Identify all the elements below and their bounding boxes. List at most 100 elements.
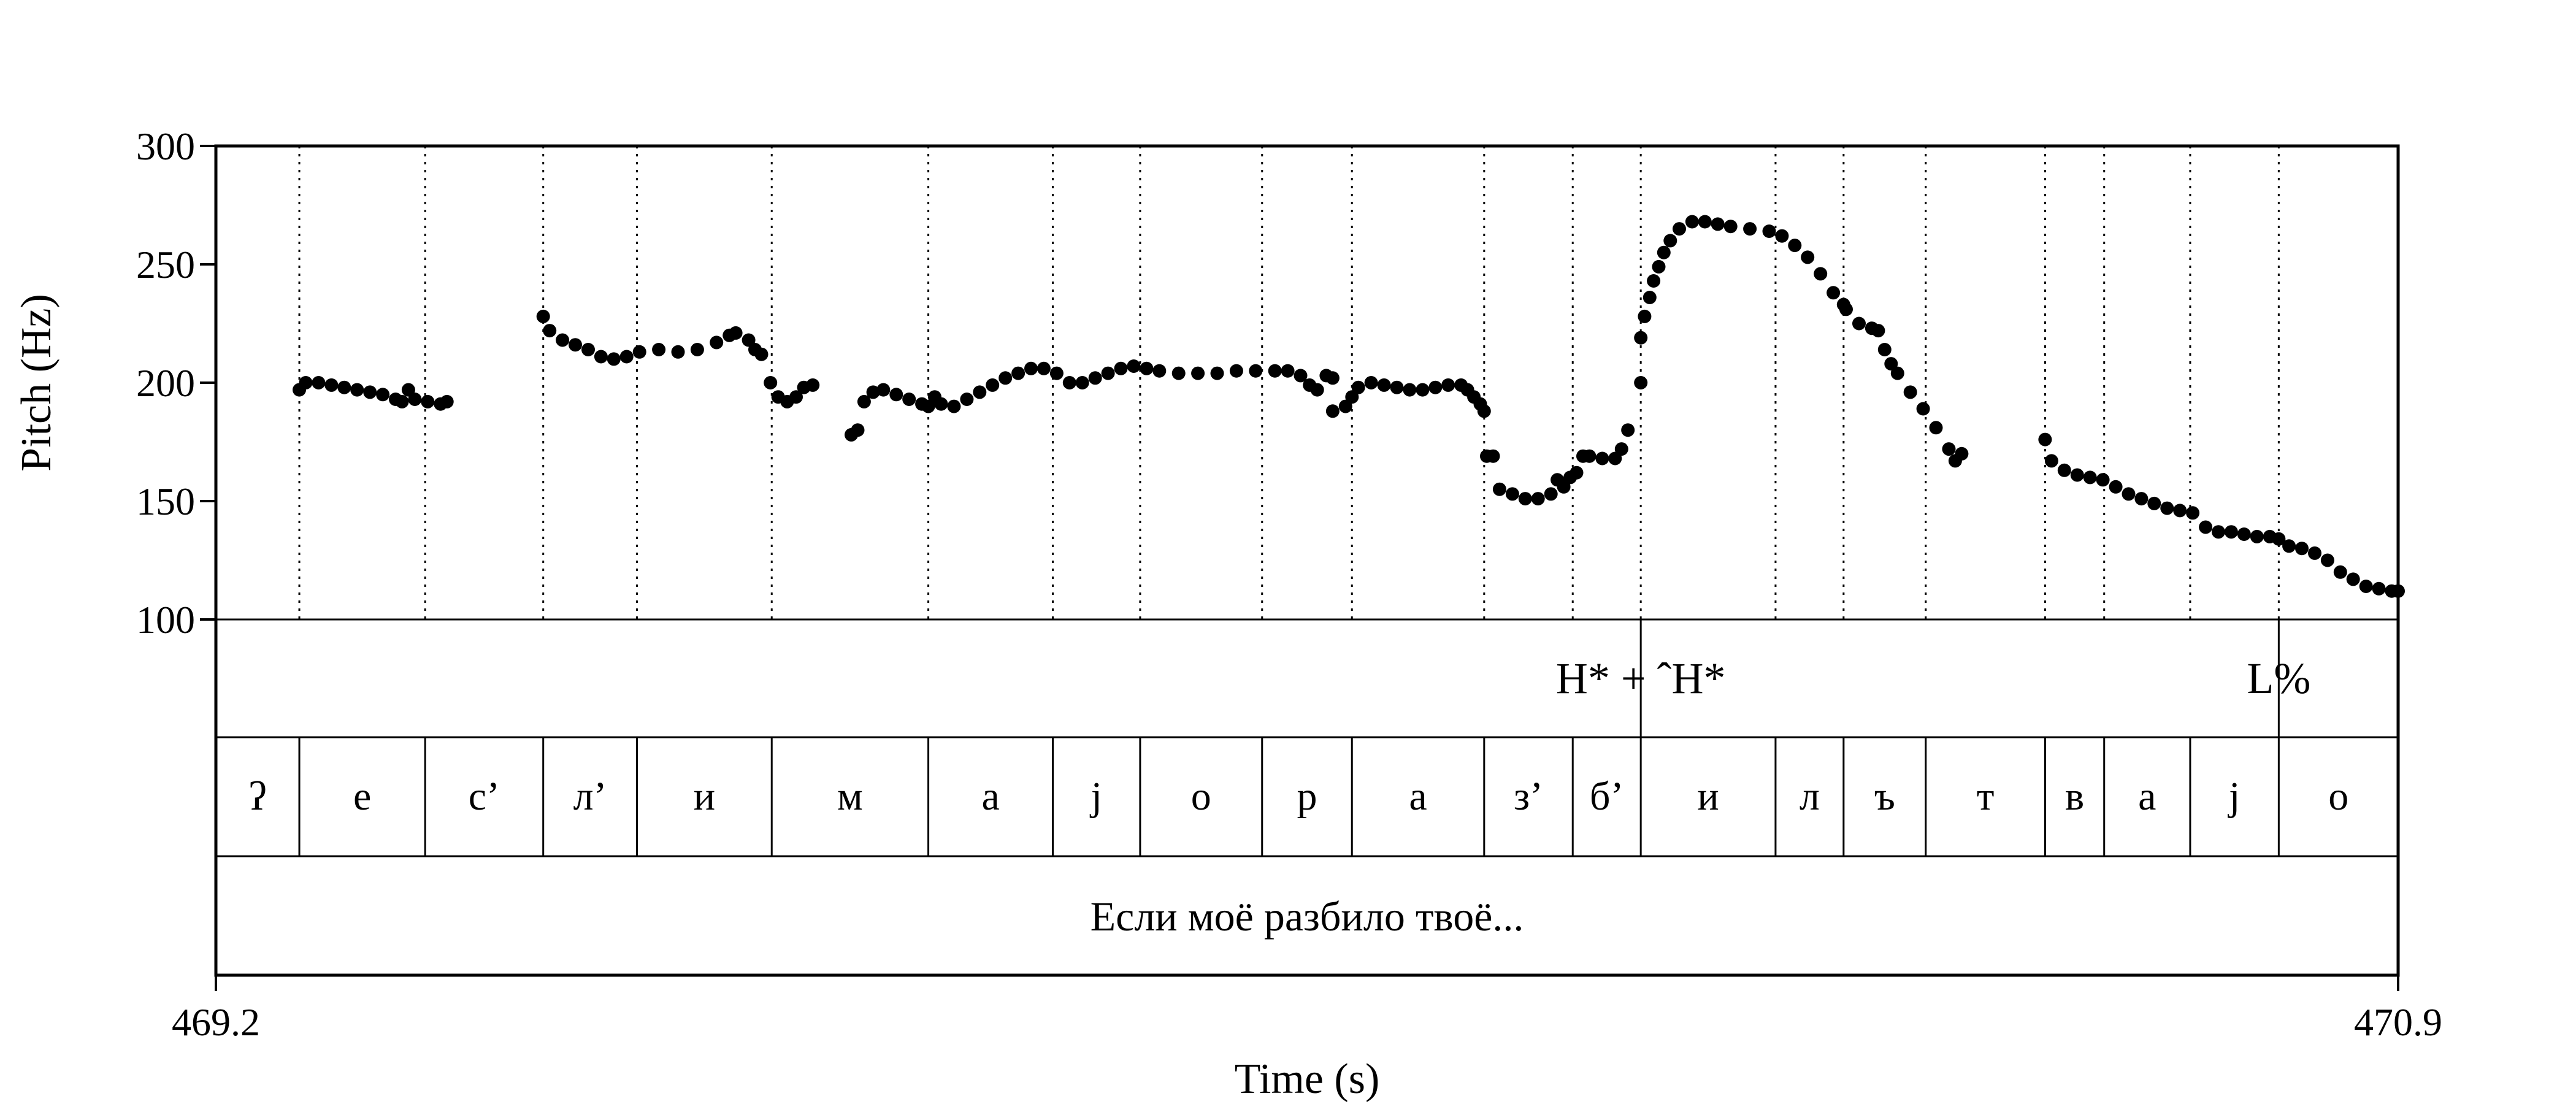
pitch-point [421,394,435,408]
pitch-point [543,324,557,338]
pitch-point [2308,546,2321,560]
pitch-point [363,385,377,399]
y-tick-label: 250 [136,243,195,286]
pitch-point [1570,466,1584,480]
pitch-point [857,394,871,408]
pitch-point [1852,316,1866,331]
pitch-point [2070,468,2084,482]
segment-label: з’ [1514,774,1543,819]
pitch-point [1884,357,1898,371]
segment-label: л [1800,774,1820,819]
pitch-point [1477,404,1491,418]
segment-label: а [2138,774,2156,819]
segment-tier: ʔ е с’ л’ и м а j о р а з’ б’ и л ъ т в а j о [248,774,2348,819]
pitch-point [652,343,666,356]
pitch-point [2272,532,2286,546]
y-axis-title: Pitch (Hz) [13,294,60,472]
pitch-point [1595,451,1609,466]
pitch-point [1711,217,1725,231]
pitch-points [293,215,2405,598]
pitch-point [2346,572,2360,586]
pitch-point [2109,480,2123,494]
x-axis-title: Time (s) [1235,1056,1380,1103]
pitch-point [1011,366,1025,380]
pitch-point [1788,239,1802,253]
pitch-point [1268,364,1282,378]
pitch-point [350,383,364,397]
pitch-point [1723,220,1738,234]
tone-label: H* + ˆH* [1556,654,1726,703]
segment-boundaries [298,619,2280,856]
sentence-text: Если моё разбило твоё... [1091,893,1524,940]
pitch-point [1210,366,1224,380]
pitch-point [851,423,865,437]
segment-label: р [1297,774,1317,819]
pitch-point [2173,504,2187,518]
pitch-point [1101,366,1115,380]
pitch-point [1638,309,1652,323]
pitch-point [1229,364,1243,378]
pitch-point [1416,383,1430,397]
pitch-point [401,383,415,397]
pitch-point [764,376,778,389]
pitch-point [1657,245,1671,259]
pitch-point [1621,423,1635,437]
pitch-point [754,347,769,361]
pitch-point [440,394,454,408]
pitch-point [1827,286,1841,300]
pitch-point [1088,371,1102,385]
plot-border [214,144,2400,977]
pitch-point [1801,250,1815,264]
pitch-point [1814,267,1828,281]
pitch-point [1647,274,1661,288]
pitch-point [2160,501,2174,515]
plot-frame [214,144,2400,977]
segment-label: л’ [573,774,607,819]
pitch-point [1403,383,1417,397]
segment-label: с’ [469,774,500,819]
pitch-point [789,390,803,404]
pitch-point [1345,390,1359,404]
pitch-point [1325,371,1340,385]
pitch-point [742,333,756,347]
y-tick-label: 150 [136,480,195,523]
segment-label: а [1409,774,1427,819]
pitch-point [1505,487,1519,501]
pitch-point [2320,553,2334,567]
pitch-point [671,345,685,359]
pitch-point [866,385,880,399]
pitch-point [299,376,313,389]
pitch-point [556,333,570,347]
pitch-point [632,345,646,359]
pitch-point [1127,359,1141,373]
pitch-point [619,350,634,364]
pitch-point [902,393,916,406]
pitch-point [2199,520,2213,534]
pitch-point [1171,366,1186,380]
tier-dividers [216,618,2398,857]
pitch-point [1049,366,1064,380]
pitch-point [536,309,550,323]
pitch-point [1608,451,1622,466]
pitch-point [2083,470,2097,485]
y-tick-label: 300 [136,125,195,168]
pitch-point [1685,215,1699,229]
segment-boundary-grid [298,146,2280,619]
pitch-point [569,338,582,352]
pitch-point [934,397,948,411]
sentence-tier: Если моё разбило твоё... [1091,893,1524,940]
pitch-point [324,378,339,392]
pitch-point [710,335,724,350]
pitch-point [876,383,891,397]
pitch-point [1634,376,1648,389]
segment-label: м [837,774,863,819]
pitch-point [2282,539,2296,553]
segment-label: j [2228,774,2240,819]
pitch-point [1775,229,1789,243]
pitch-point [1839,302,1853,316]
segment-label: а [981,774,999,819]
pitch-point [581,343,595,356]
pitch-point [986,378,1000,392]
y-tick-label: 100 [136,598,195,642]
